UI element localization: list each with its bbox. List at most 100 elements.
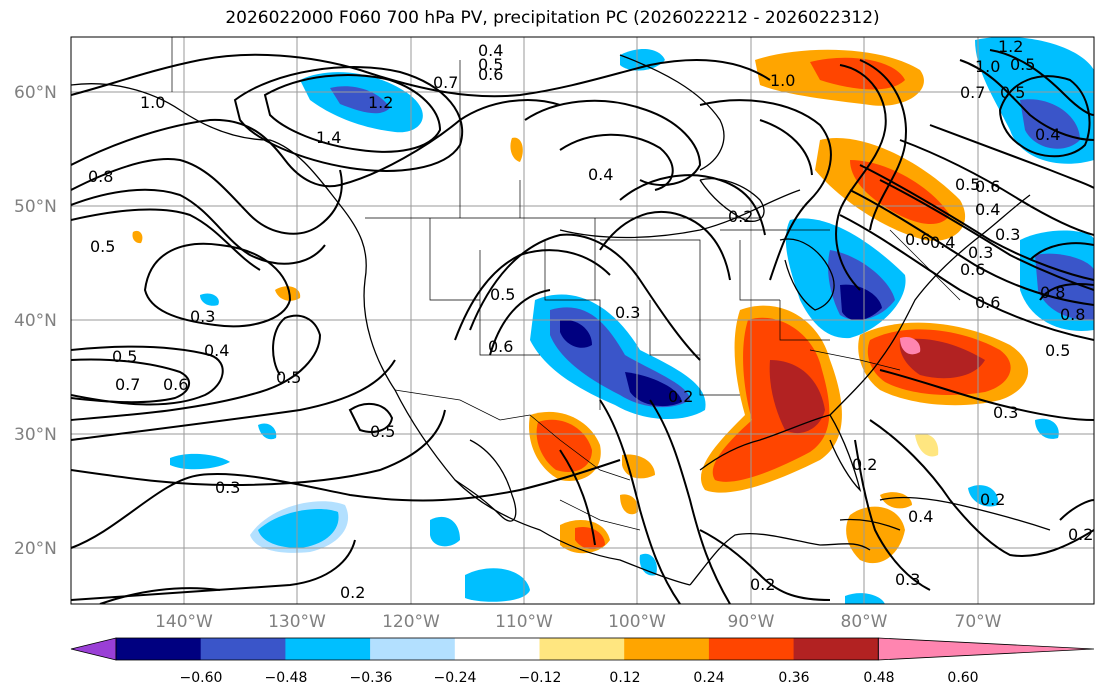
shade-blob <box>850 160 950 225</box>
shade-blob <box>258 423 277 440</box>
contour-label: 0.5 <box>276 368 301 387</box>
colorbar-tick-label: −0.48 <box>265 670 308 686</box>
lon-label: 110°W <box>495 612 553 632</box>
political-borders <box>171 37 961 531</box>
contour-label: 0.7 <box>960 83 985 102</box>
contour-label: 0.8 <box>1060 305 1085 324</box>
shade-blob <box>769 360 825 434</box>
contour-label: 0.6 <box>488 337 513 356</box>
colorbar-tick-label: −0.24 <box>434 670 477 686</box>
contour-label: 1.2 <box>368 93 393 112</box>
shade-blob <box>810 57 905 90</box>
contour-label: 0.4 <box>930 233 955 252</box>
contour-label: 1.0 <box>770 71 795 90</box>
contour-label: 0.5 <box>370 422 395 441</box>
contour-label: 0.7 <box>115 375 140 394</box>
shade-blob <box>1020 99 1080 149</box>
colorbar-bin <box>624 638 710 660</box>
contour-label: 0.5 <box>1000 83 1025 102</box>
contour-label: 1.2 <box>998 37 1023 56</box>
contour-label: 0.6 <box>905 230 930 249</box>
colorbar-tick-label: 0.36 <box>778 670 809 686</box>
shade-blob <box>845 593 885 604</box>
colorbar-bin <box>200 638 286 660</box>
precip-shading <box>132 37 1094 604</box>
shade-blob <box>330 86 390 114</box>
colorbar-bin <box>793 638 879 660</box>
contour-label: 0.2 <box>340 583 365 602</box>
shade-blob <box>900 336 921 355</box>
colorbar-bin <box>454 638 540 660</box>
contour-label: 0.5 <box>1045 341 1070 360</box>
lon-label: 80°W <box>841 612 888 632</box>
contour-label: 0.2 <box>668 387 693 406</box>
contour-label: 0.6 <box>975 177 1000 196</box>
shade-blob <box>880 492 912 509</box>
colorbar-tick-label: 0.24 <box>693 670 724 686</box>
contour-label: 0.4 <box>204 341 229 360</box>
lon-label: 70°W <box>955 612 1002 632</box>
contour-label: 0.5 <box>90 237 115 256</box>
shade-blob <box>536 419 592 472</box>
contour-label: 0.3 <box>993 403 1018 422</box>
shade-blob <box>712 317 830 482</box>
shade-blob <box>915 433 939 457</box>
colorbar-bin <box>539 638 625 660</box>
shade-blob <box>968 485 999 507</box>
contour-label: 0.6 <box>960 260 985 279</box>
shade-blob <box>170 453 230 470</box>
shade-blob <box>275 286 301 301</box>
shade-blob <box>625 372 682 407</box>
contour-label: 0.2 <box>750 575 775 594</box>
contour-label: 1.0 <box>975 57 1000 76</box>
lon-label: 120°W <box>382 612 440 632</box>
contour-label: 0.4 <box>908 507 933 526</box>
lon-label: 90°W <box>728 612 775 632</box>
shade-blob <box>510 137 523 162</box>
longitude-labels: 140°W 130°W 120°W 110°W 100°W 90°W 80°W … <box>155 612 1002 632</box>
contour-label: 0.7 <box>433 73 458 92</box>
colorbar-tick-label: −0.36 <box>350 670 393 686</box>
map-title: 2026022000 F060 700 hPa PV, precipitatio… <box>225 8 880 28</box>
colorbar-bin <box>708 638 795 660</box>
latitude-labels: 60°N 50°N 40°N 30°N 20°N <box>14 83 57 559</box>
lat-label: 20°N <box>14 539 57 559</box>
contour-label: 0.3 <box>995 225 1020 244</box>
shade-blob <box>840 284 882 321</box>
colorbar-bin <box>116 638 202 660</box>
contour-label: 0.3 <box>968 243 993 262</box>
contour-label: 0.6 <box>478 65 503 84</box>
contour-label: 0.2 <box>852 455 877 474</box>
colorbar-ticks: −0.60 −0.48 −0.36 −0.24 −0.12 0.12 0.24 … <box>180 670 979 686</box>
colorbar-bin <box>285 638 371 660</box>
colorbar-tick-label: −0.60 <box>180 670 223 686</box>
colorbar-tick-label: 0.60 <box>947 670 978 686</box>
colorbar-frame <box>115 637 879 661</box>
contour-label: 1.0 <box>140 93 165 112</box>
lat-label: 30°N <box>14 425 57 445</box>
shade-blob <box>575 526 605 550</box>
contour-label: 0.4 <box>588 165 613 184</box>
shade-blob <box>258 509 339 548</box>
contour-label: 0.2 <box>980 490 1005 509</box>
shade-blob <box>200 293 219 306</box>
colorbar-tick-label: 0.12 <box>609 670 640 686</box>
shade-blob <box>465 568 530 602</box>
contour-label: 0.3 <box>190 307 215 326</box>
contour-label: 0.8 <box>88 167 113 186</box>
contour-label: 0.6 <box>163 375 188 394</box>
contour-label: 0.5 <box>1010 55 1035 74</box>
lon-label: 140°W <box>155 612 213 632</box>
shade-blob <box>899 338 985 379</box>
pv-contours <box>71 49 1094 604</box>
contour-label: 0.3 <box>215 478 240 497</box>
contour-label: 0.5 <box>112 347 137 366</box>
contour-label: 0.2 <box>1068 525 1093 544</box>
contour-label: 1.4 <box>316 128 341 147</box>
contour-label: 0.8 <box>1040 283 1065 302</box>
lat-label: 60°N <box>14 83 57 103</box>
coastlines <box>71 54 1051 586</box>
lat-label: 40°N <box>14 311 57 331</box>
shade-blob <box>430 516 460 547</box>
colorbar-extend-high <box>877 637 1095 661</box>
